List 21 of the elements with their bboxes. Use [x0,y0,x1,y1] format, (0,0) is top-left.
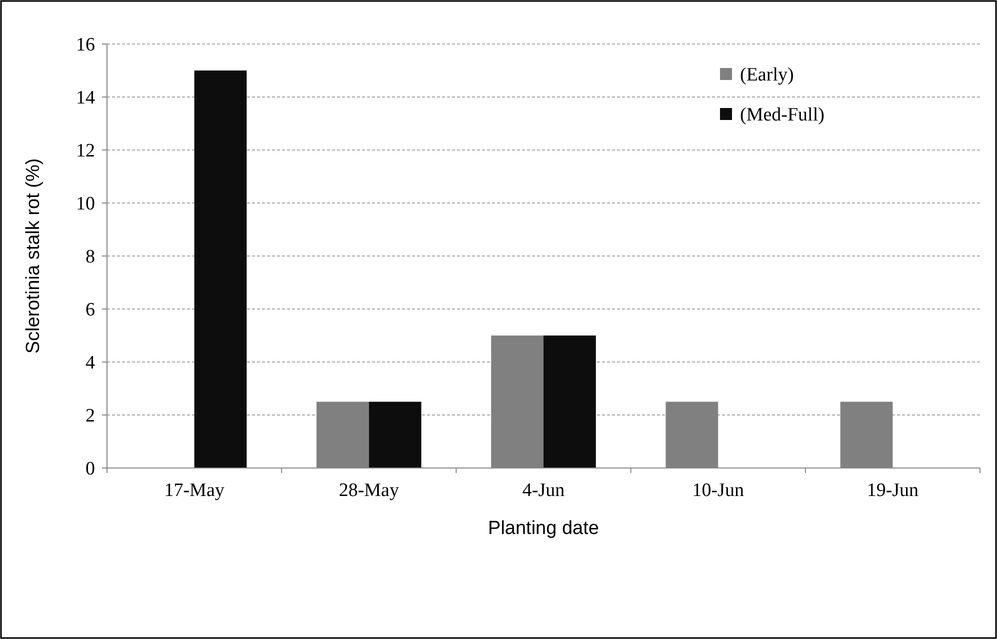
legend-label: (Med-Full) [740,104,824,126]
bar [544,336,596,468]
x-tick-label: 17-May [164,480,225,501]
y-tick-label: 14 [76,88,96,109]
y-tick-label: 8 [86,246,95,268]
x-tick-label: 4-Jun [522,480,566,501]
bar [194,70,247,468]
y-tick-label: 12 [76,140,95,162]
bar [368,402,422,468]
y-tick-label: 16 [76,34,95,56]
x-tick-label: 10-Jun [692,480,744,501]
y-tick-label: 2 [86,406,95,427]
x-tick-label: 28-May [338,480,400,501]
y-tick-label: 6 [86,300,95,321]
y-tick-label: 4 [86,352,96,374]
y-axis-title: Sclerotinia stalk rot (%) [23,158,44,354]
x-axis-title: Planting date [488,518,599,539]
x-tick-label: 19-Jun [866,480,920,501]
legend-label: (Early) [740,64,794,86]
y-tick-label: 10 [76,194,95,215]
y-tick-label: 0 [86,458,95,480]
